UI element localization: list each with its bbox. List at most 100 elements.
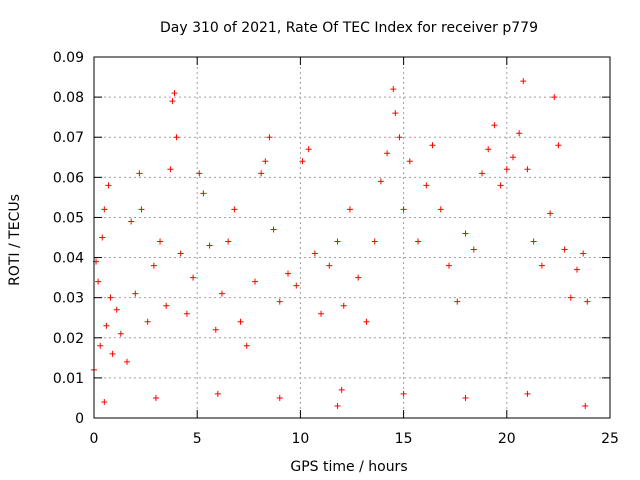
y-tick-label: 0.02 bbox=[53, 331, 84, 347]
data-point bbox=[555, 142, 562, 149]
y-tick-label: 0.08 bbox=[53, 90, 84, 106]
data-point bbox=[144, 318, 151, 325]
x-tick-labels: 0 5 10 15 20 25 bbox=[90, 431, 619, 447]
data-point bbox=[200, 190, 207, 197]
data-point bbox=[520, 78, 527, 85]
data-point bbox=[150, 262, 157, 269]
chart-title: Day 310 of 2021, Rate Of TEC Index for r… bbox=[160, 20, 538, 36]
y-tick-labels: 0 0.01 0.02 0.03 0.04 0.05 0.06 0.07 0.08 0.09 bbox=[53, 50, 84, 427]
data-point bbox=[99, 234, 106, 241]
data-point bbox=[538, 262, 545, 269]
data-point bbox=[124, 358, 131, 365]
data-point bbox=[340, 302, 347, 309]
data-point bbox=[101, 206, 108, 213]
x-tick-label: 15 bbox=[395, 431, 413, 447]
y-axis-label: ROTI / TECUs bbox=[7, 194, 23, 286]
x-tick-label: 20 bbox=[498, 431, 516, 447]
data-point bbox=[446, 262, 453, 269]
data-point bbox=[163, 302, 170, 309]
data-point bbox=[584, 298, 591, 305]
data-point bbox=[196, 170, 203, 177]
data-point bbox=[105, 182, 112, 189]
data-point bbox=[491, 122, 498, 129]
y-tick-label: 0.09 bbox=[53, 50, 84, 66]
data-point bbox=[355, 274, 362, 281]
data-point bbox=[243, 342, 250, 349]
data-point bbox=[152, 394, 159, 401]
y-tick-label: 0 bbox=[75, 411, 84, 427]
data-point bbox=[183, 310, 190, 317]
data-point bbox=[276, 394, 283, 401]
data-point bbox=[470, 246, 477, 253]
data-point bbox=[509, 154, 516, 161]
y-tick-label: 0.03 bbox=[53, 291, 84, 307]
data-point bbox=[392, 110, 399, 117]
y-tick-label: 0.04 bbox=[53, 251, 84, 267]
data-point bbox=[334, 238, 341, 245]
data-point bbox=[101, 398, 108, 405]
data-point bbox=[270, 226, 277, 233]
data-point bbox=[285, 270, 292, 277]
data-point bbox=[396, 134, 403, 141]
y-tick-label: 0.07 bbox=[53, 130, 84, 146]
data-point bbox=[311, 250, 318, 257]
data-point bbox=[363, 318, 370, 325]
data-point bbox=[225, 238, 232, 245]
x-tick-label: 25 bbox=[601, 431, 619, 447]
data-point bbox=[237, 318, 244, 325]
data-point bbox=[293, 282, 300, 289]
data-point bbox=[113, 306, 120, 313]
data-point bbox=[177, 250, 184, 257]
data-point bbox=[190, 274, 197, 281]
data-point bbox=[524, 166, 531, 173]
data-point bbox=[169, 98, 176, 105]
data-point bbox=[485, 146, 492, 153]
data-point bbox=[346, 206, 353, 213]
data-point bbox=[371, 238, 378, 245]
x-axis-label: GPS time / hours bbox=[290, 459, 407, 475]
data-point bbox=[138, 206, 145, 213]
data-point bbox=[173, 134, 180, 141]
data-point bbox=[251, 278, 258, 285]
data-point bbox=[128, 218, 135, 225]
data-point bbox=[429, 142, 436, 149]
data-point bbox=[454, 298, 461, 305]
data-points bbox=[91, 78, 591, 409]
data-point bbox=[171, 90, 178, 97]
data-point bbox=[318, 310, 325, 317]
plot-frame bbox=[93, 56, 611, 419]
data-point bbox=[462, 394, 469, 401]
y-tick-label: 0.01 bbox=[53, 371, 84, 387]
data-point bbox=[400, 390, 407, 397]
x-tick-label: 0 bbox=[90, 431, 99, 447]
data-point bbox=[167, 166, 174, 173]
data-point bbox=[218, 290, 225, 297]
data-point bbox=[95, 278, 102, 285]
x-tick-label: 10 bbox=[291, 431, 309, 447]
data-point bbox=[276, 298, 283, 305]
data-point bbox=[479, 170, 486, 177]
data-point bbox=[212, 326, 219, 333]
data-point bbox=[258, 170, 265, 177]
data-point bbox=[377, 178, 384, 185]
data-point bbox=[103, 322, 110, 329]
data-point bbox=[516, 130, 523, 137]
data-point bbox=[305, 146, 312, 153]
data-point bbox=[206, 242, 213, 249]
y-tick-label: 0.06 bbox=[53, 170, 84, 186]
data-point bbox=[117, 330, 124, 337]
data-point bbox=[132, 290, 139, 297]
data-point bbox=[503, 166, 510, 173]
data-point bbox=[107, 294, 114, 301]
data-point bbox=[415, 238, 422, 245]
data-point bbox=[136, 170, 143, 177]
data-point bbox=[582, 402, 589, 409]
data-point bbox=[580, 250, 587, 257]
data-point bbox=[390, 86, 397, 93]
y-tick-label: 0.05 bbox=[53, 210, 84, 226]
data-point bbox=[384, 150, 391, 157]
data-point bbox=[573, 266, 580, 273]
data-point bbox=[524, 390, 531, 397]
data-point bbox=[530, 238, 537, 245]
